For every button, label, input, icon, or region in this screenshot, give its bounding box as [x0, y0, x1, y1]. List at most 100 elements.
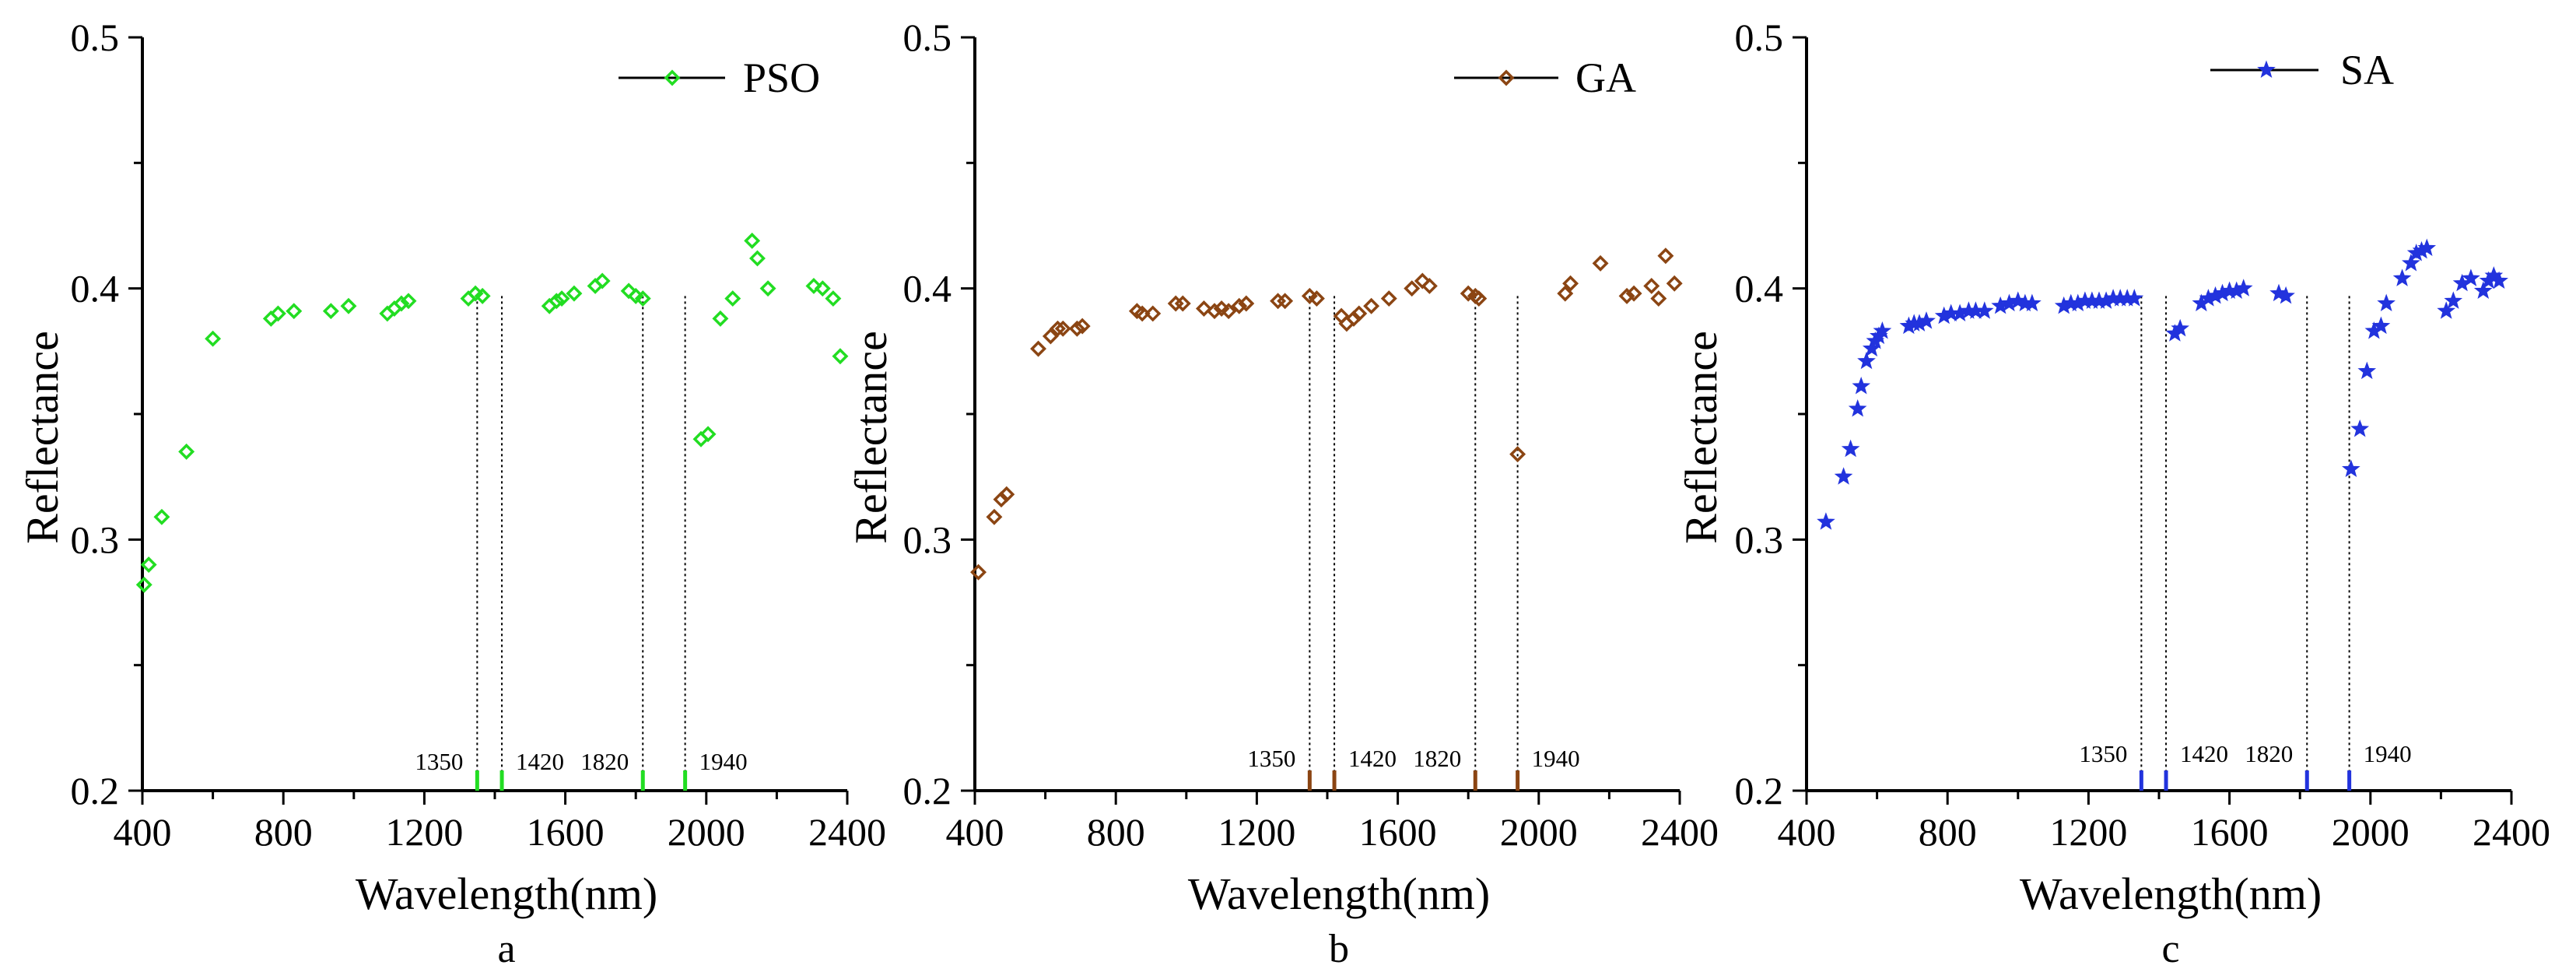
x-tick-label: 2400: [808, 810, 886, 854]
x-tick-label: 400: [1778, 810, 1836, 854]
data-point: [553, 290, 570, 307]
data-point: [1657, 247, 1674, 265]
data-point: [1841, 439, 1860, 458]
data-point: [1231, 297, 1248, 314]
x-tick-label: 1200: [2049, 810, 2127, 854]
data-point: [1195, 300, 1212, 317]
y-tick-label: 0.5: [1735, 16, 1784, 59]
y-tick-label: 0.5: [903, 16, 952, 59]
data-point: [1834, 467, 1853, 485]
data-point: [2462, 268, 2480, 286]
data-point: [2392, 268, 2412, 286]
y-tick-label: 0.3: [71, 518, 120, 561]
data-point: [970, 563, 987, 581]
x-tick-label: 400: [946, 810, 1004, 854]
y-tick-label: 0.4: [1735, 267, 1784, 311]
data-point: [699, 426, 717, 443]
legend-label: GA: [1575, 54, 1636, 101]
data-point: [1625, 285, 1642, 302]
panel-label: b: [1329, 927, 1349, 971]
data-point: [2171, 318, 2189, 337]
y-tick-label: 0.3: [903, 518, 952, 561]
y-axis-title: Reflectance: [846, 331, 896, 544]
data-point: [2371, 316, 2391, 335]
x-tick-label: 2000: [668, 810, 745, 854]
x-tick-label: 2000: [1500, 810, 1578, 854]
data-point: [744, 232, 761, 249]
data-point: [1852, 377, 1871, 395]
data-point: [1380, 290, 1397, 307]
panel-label: a: [497, 927, 515, 971]
panel-label: c: [2161, 927, 2179, 971]
data-point: [1144, 305, 1162, 322]
data-point: [2377, 293, 2396, 312]
x-tick-label: 1600: [2191, 810, 2269, 854]
reference-label: 1420: [516, 748, 564, 775]
x-tick-label: 2400: [2473, 810, 2550, 854]
data-point: [1817, 512, 1835, 530]
data-point: [998, 486, 1015, 503]
data-point: [1074, 318, 1091, 335]
x-tick-label: 400: [114, 810, 172, 854]
data-point: [594, 272, 611, 289]
data-point: [2444, 291, 2463, 309]
data-point: [986, 508, 1003, 525]
data-point: [1873, 321, 1892, 339]
data-point: [1030, 340, 1047, 357]
data-point: [2473, 281, 2493, 299]
data-point: [2417, 238, 2437, 257]
reference-label: 1940: [2364, 740, 2412, 767]
y-tick-label: 0.2: [1735, 769, 1784, 812]
data-point: [1238, 295, 1255, 312]
legend-marker: [2257, 60, 2276, 79]
data-point: [1054, 320, 1071, 337]
data-point: [1917, 311, 1936, 329]
data-point: [1470, 290, 1488, 307]
data-point: [2342, 459, 2360, 478]
legend-label: SA: [2340, 47, 2394, 93]
data-point: [749, 250, 766, 267]
data-point: [993, 491, 1010, 508]
data-point: [1421, 277, 1438, 294]
y-tick-label: 0.3: [1735, 518, 1784, 561]
y-tick-label: 0.2: [71, 769, 120, 812]
data-point: [825, 290, 842, 307]
data-point: [566, 285, 583, 302]
x-tick-label: 800: [1087, 810, 1145, 854]
data-point: [1049, 320, 1066, 337]
data-point: [286, 303, 303, 320]
data-point: [135, 576, 152, 593]
x-tick-label: 800: [1919, 810, 1977, 854]
data-point: [1308, 290, 1325, 307]
reference-label: 1820: [1413, 745, 1461, 772]
data-point: [1562, 275, 1579, 292]
data-point: [1509, 446, 1526, 463]
data-point: [2023, 293, 2042, 312]
data-point: [1975, 301, 1994, 319]
data-point: [814, 280, 831, 297]
data-point: [724, 290, 741, 307]
data-point: [2234, 279, 2253, 297]
panel-c: 0.2 0.3 0.4 0.5 400 800 1200 1600 2000 2400 Wavele…: [1676, 16, 2550, 971]
data-point: [1643, 277, 1660, 294]
x-tick-label: 1200: [1218, 810, 1295, 854]
x-tick-label: 1600: [1359, 810, 1437, 854]
data-point: [832, 348, 849, 365]
y-axis-title: Reflectance: [17, 331, 68, 544]
data-point: [759, 280, 776, 297]
data-point: [400, 293, 417, 310]
data-point: [1333, 307, 1350, 325]
data-point: [1363, 297, 1380, 314]
legend-marker: [664, 69, 681, 86]
data-point: [178, 443, 195, 460]
data-point: [2276, 286, 2295, 304]
data-point: [1206, 303, 1223, 320]
y-tick-label: 0.5: [71, 16, 120, 59]
data-point: [2490, 271, 2508, 289]
reference-label: 1940: [1532, 745, 1580, 772]
x-axis-title: Wavelength(nm): [356, 868, 657, 919]
data-point: [1068, 320, 1085, 337]
data-point: [1857, 351, 1876, 370]
data-point: [712, 310, 729, 327]
